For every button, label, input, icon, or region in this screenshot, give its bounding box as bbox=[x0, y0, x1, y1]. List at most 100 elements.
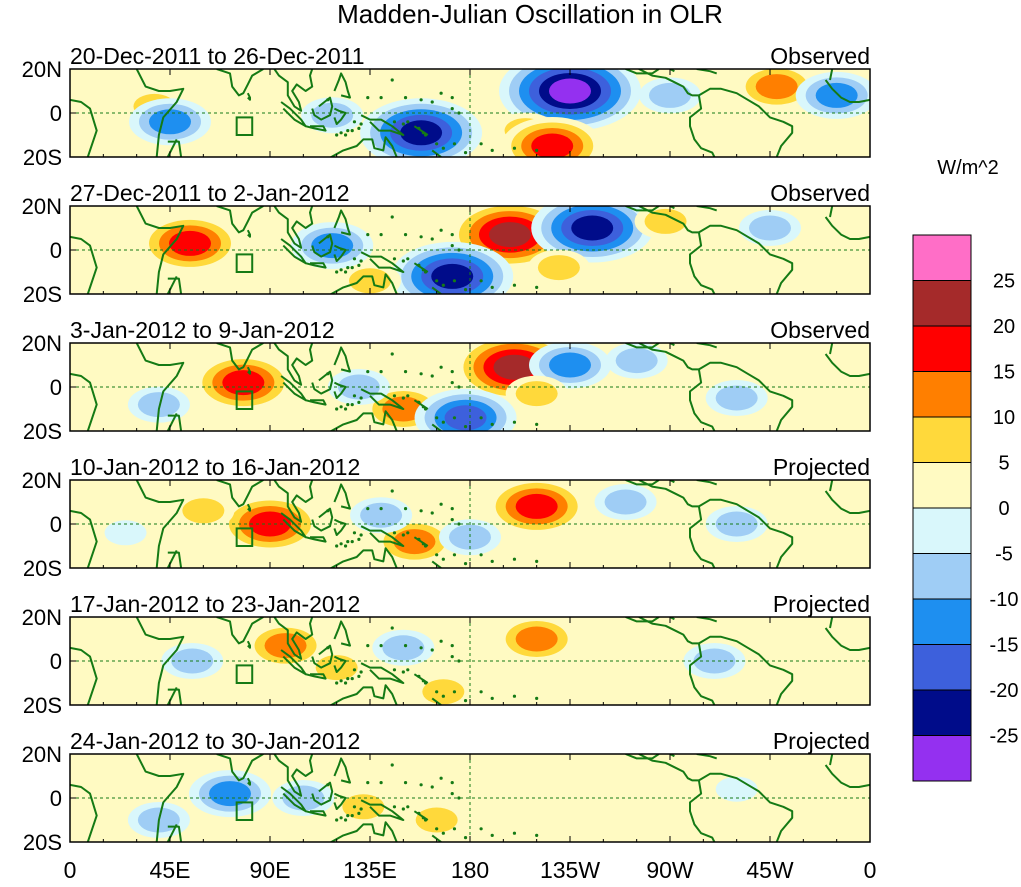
anomaly-contour bbox=[549, 352, 591, 378]
island bbox=[450, 381, 454, 385]
coastline bbox=[167, 277, 183, 294]
colorbar-level-label: -10 bbox=[990, 589, 1019, 611]
y-tick-label: 0 bbox=[50, 649, 62, 674]
island bbox=[346, 403, 350, 407]
coastline bbox=[625, 69, 660, 75]
island bbox=[350, 266, 354, 270]
anomaly-contour bbox=[489, 222, 531, 248]
anomaly-contour bbox=[515, 493, 558, 519]
island bbox=[335, 133, 339, 137]
coastline bbox=[246, 503, 251, 512]
anomaly-contour bbox=[264, 633, 307, 659]
anomaly-contour bbox=[431, 263, 474, 289]
anomaly-center-3 bbox=[485, 480, 588, 536]
island bbox=[359, 259, 363, 263]
coastline bbox=[824, 353, 870, 377]
anomaly-center-11 bbox=[639, 77, 701, 114]
map-panel-5: 20N 0 20S 17-Jan-2012 to 23-Jan-2012 Project… bbox=[22, 591, 871, 718]
island bbox=[452, 827, 457, 831]
island bbox=[339, 405, 343, 409]
coastline bbox=[216, 206, 264, 234]
island bbox=[403, 233, 408, 237]
island bbox=[439, 228, 443, 232]
island bbox=[421, 816, 425, 820]
colorbar-level-label: 5 bbox=[998, 453, 1009, 475]
island bbox=[343, 544, 348, 548]
island bbox=[452, 553, 457, 557]
coastline bbox=[280, 101, 307, 128]
anomaly-contour bbox=[531, 133, 574, 157]
island bbox=[352, 668, 357, 672]
island bbox=[535, 422, 539, 426]
island bbox=[463, 425, 468, 429]
coastline bbox=[824, 627, 870, 651]
coastline bbox=[638, 617, 699, 645]
index-box-marker bbox=[235, 527, 254, 548]
coastline bbox=[167, 825, 183, 842]
island bbox=[403, 96, 408, 100]
coastline bbox=[273, 617, 314, 660]
panel-status-label: Observed bbox=[770, 43, 870, 69]
island bbox=[335, 544, 339, 548]
anomaly-contour bbox=[644, 208, 687, 234]
island bbox=[430, 237, 434, 241]
island bbox=[401, 670, 405, 674]
island bbox=[343, 818, 348, 822]
map-panel-2: 20N 0 20S 27-Dec-2011 to 2-Jan-2012 Observed bbox=[22, 180, 871, 307]
panel-status-label: Projected bbox=[773, 454, 870, 480]
island bbox=[512, 694, 517, 698]
coastline bbox=[280, 786, 307, 813]
coastline bbox=[689, 506, 716, 568]
coastline bbox=[167, 688, 183, 705]
coastline bbox=[305, 125, 327, 132]
island bbox=[392, 668, 397, 672]
coastline bbox=[333, 757, 351, 784]
coastline bbox=[166, 138, 178, 157]
island bbox=[406, 531, 410, 535]
map-panel-4: 20N 0 20S 10-Jan-2012 to 16-Jan-2012 Project… bbox=[22, 454, 871, 581]
panel-status-label: Observed bbox=[770, 180, 870, 206]
coastline bbox=[166, 686, 178, 705]
island bbox=[441, 694, 445, 698]
coastline bbox=[246, 92, 251, 101]
y-tick-label: 0 bbox=[50, 101, 62, 126]
island bbox=[463, 836, 468, 840]
colorbar-level-label: -20 bbox=[990, 680, 1019, 702]
colorbar-swatch bbox=[912, 644, 972, 691]
coastline bbox=[829, 754, 834, 766]
island bbox=[357, 263, 361, 267]
anomaly-contour bbox=[222, 370, 265, 396]
island bbox=[390, 489, 394, 493]
colorbar-swatch bbox=[912, 325, 972, 372]
island bbox=[401, 533, 405, 537]
y-tick-label: 0 bbox=[50, 375, 62, 400]
island bbox=[343, 407, 348, 411]
anomaly-contour bbox=[360, 502, 403, 528]
anomaly-center-5 bbox=[529, 343, 611, 389]
island bbox=[463, 288, 468, 292]
longitude-axis: 0 45E 90E 135E 180 135W 90W 45W 0 bbox=[64, 857, 877, 883]
coastline bbox=[329, 821, 398, 842]
island bbox=[441, 283, 445, 287]
anomaly-contour bbox=[311, 102, 354, 128]
island bbox=[392, 531, 397, 535]
island bbox=[326, 783, 330, 787]
island bbox=[490, 285, 494, 289]
island bbox=[535, 559, 539, 564]
coastline bbox=[431, 149, 442, 157]
y-tick-label: 20N bbox=[22, 605, 62, 630]
anomaly-contour bbox=[209, 781, 251, 807]
island bbox=[343, 270, 348, 274]
x-tick-label: 90W bbox=[646, 857, 694, 883]
island bbox=[357, 811, 361, 816]
island bbox=[430, 511, 434, 515]
island bbox=[450, 781, 454, 785]
index-box-marker bbox=[235, 390, 254, 410]
anomaly-center-5 bbox=[501, 117, 604, 157]
anomaly-center-4 bbox=[405, 802, 468, 838]
anomaly-center-7 bbox=[605, 343, 668, 379]
island bbox=[430, 785, 434, 789]
island bbox=[401, 122, 405, 126]
island bbox=[421, 268, 425, 272]
island bbox=[350, 677, 354, 681]
